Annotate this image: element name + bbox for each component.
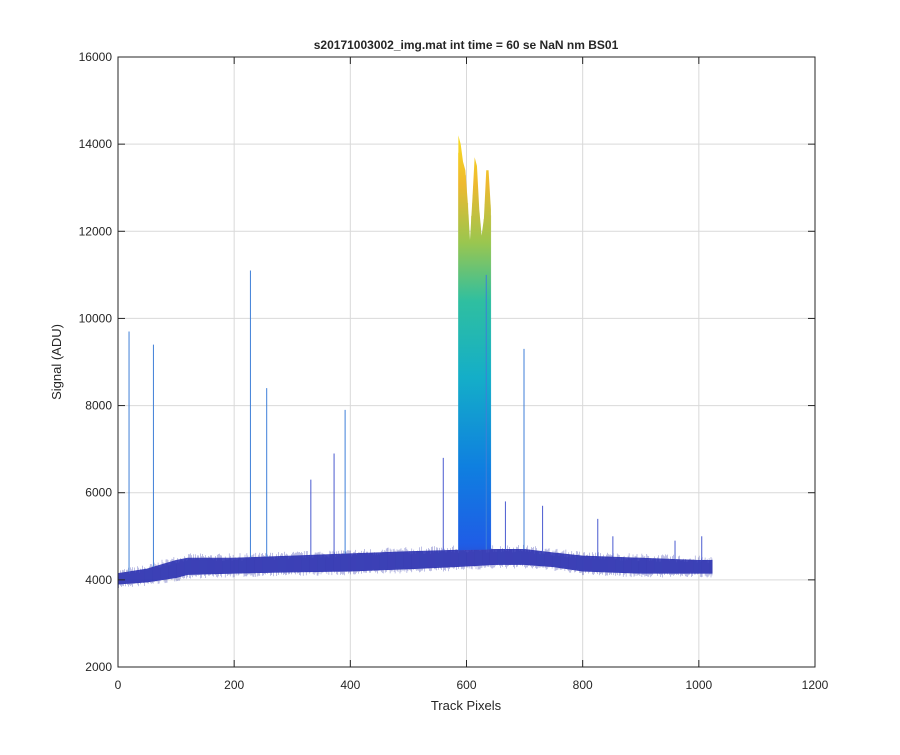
x-tick-label: 800 (573, 678, 593, 692)
chart-title: s20171003002_img.mat int time = 60 se Na… (314, 38, 619, 52)
x-tick-label: 1000 (685, 678, 712, 692)
y-tick-label: 12000 (79, 224, 113, 238)
x-tick-label: 200 (224, 678, 244, 692)
x-axis-label: Track Pixels (431, 698, 502, 713)
tick-labels: 0 200 400 600 800 1000 1200 2000 4000 6000 8000 100… (79, 50, 829, 692)
axes (117, 56, 816, 668)
y-tick-label: 6000 (85, 486, 112, 500)
x-tick-label: 0 (115, 678, 122, 692)
y-axis-label: Signal (ADU) (49, 324, 64, 400)
y-tick-label: 8000 (85, 399, 112, 413)
baseline-noise (118, 544, 713, 588)
x-tick-label: 1200 (802, 678, 829, 692)
y-tick-label: 16000 (79, 50, 113, 64)
y-tick-label: 14000 (79, 137, 113, 151)
x-tick-label: 400 (340, 678, 360, 692)
y-tick-label: 2000 (85, 660, 112, 674)
main-peak-streaks (458, 141, 492, 551)
y-tick-label: 10000 (79, 311, 113, 325)
y-tick-label: 4000 (85, 573, 112, 587)
x-tick-label: 600 (456, 678, 476, 692)
data-layer (118, 135, 713, 588)
baseline-noise-lines (118, 544, 713, 588)
